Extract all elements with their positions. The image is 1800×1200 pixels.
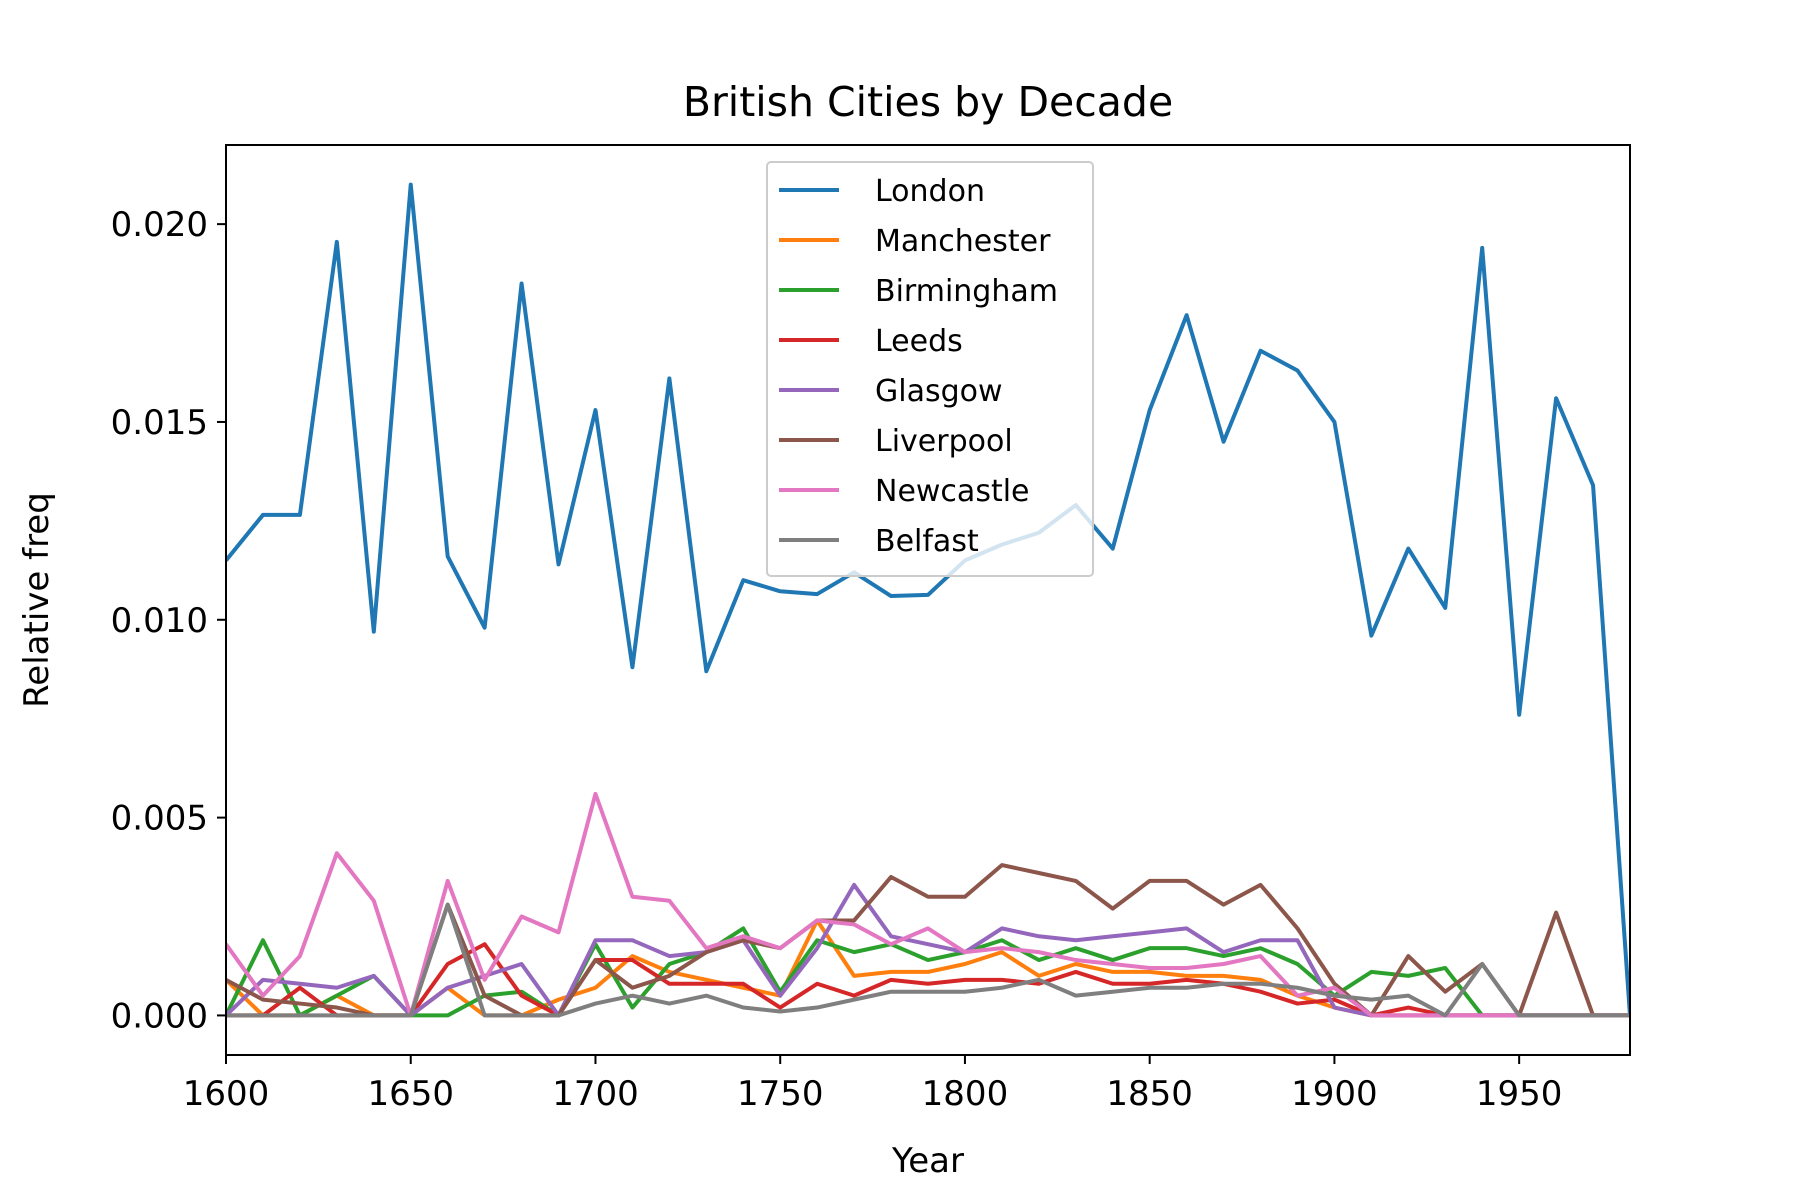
x-tick-label: 1650	[367, 1074, 454, 1114]
y-tick-label: 0.020	[111, 205, 208, 245]
series-layer	[226, 182, 1630, 1018]
legend-entry-manchester: Manchester	[875, 224, 1051, 259]
series-line-belfast	[226, 902, 1630, 1018]
legend-entry-leeds: Leeds	[875, 324, 963, 359]
legend-entry-liverpool: Liverpool	[875, 424, 1013, 459]
legend-entry-belfast: Belfast	[875, 524, 979, 559]
x-tick-label: 1800	[922, 1074, 1009, 1114]
legend-entry-birmingham: Birmingham	[875, 274, 1058, 309]
x-tick-label: 1850	[1106, 1074, 1193, 1114]
x-tick-label: 1900	[1291, 1074, 1378, 1114]
y-tick-label: 0.005	[111, 799, 208, 839]
y-axis-label: Relative freq	[17, 492, 57, 708]
y-axis: 0.000 0.005 0.010 0.015 0.020	[111, 205, 226, 1036]
y-tick-label: 0.000	[111, 996, 208, 1036]
x-tick-label: 1950	[1476, 1074, 1563, 1114]
x-axis-label: Year	[891, 1141, 964, 1181]
series-line-liverpool	[226, 863, 1630, 1018]
plot-area-frame	[225, 144, 1631, 1056]
x-tick-label: 1600	[183, 1074, 270, 1114]
y-tick-label: 0.015	[111, 403, 208, 443]
legend-entry-newcastle: Newcastle	[875, 474, 1030, 509]
x-axis: 1600 1650 1700 1750 1800 1850 1900 1950	[183, 1055, 1563, 1114]
x-tick-label: 1700	[552, 1074, 639, 1114]
x-tick-label: 1750	[737, 1074, 824, 1114]
legend-entry-glasgow: Glasgow	[875, 374, 1003, 409]
y-tick-label: 0.010	[111, 601, 208, 641]
legend-entry-london: London	[875, 174, 985, 209]
series-line-newcastle	[226, 791, 1630, 1018]
chart-title: British Cities by Decade	[683, 78, 1173, 126]
series-line-leeds	[226, 942, 1630, 1018]
legend: London Manchester Birmingham Leeds Glasgow Li…	[766, 161, 1094, 577]
series-line-london	[226, 182, 1630, 1016]
legend-box	[766, 161, 1094, 577]
